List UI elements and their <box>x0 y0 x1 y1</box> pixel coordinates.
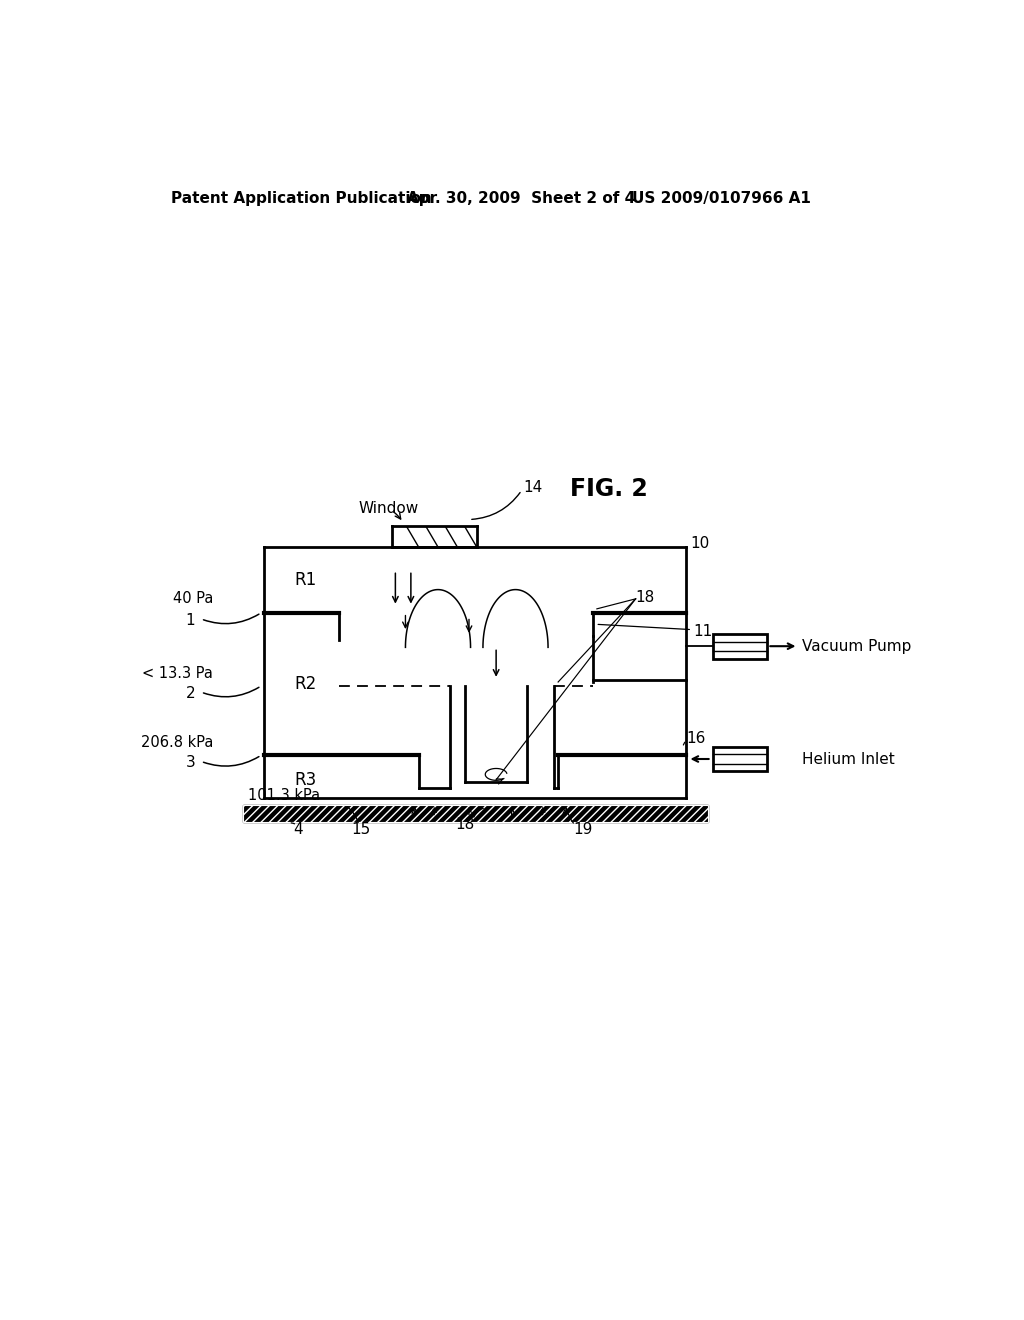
Text: 11: 11 <box>693 624 713 639</box>
Bar <box>243 805 708 822</box>
Text: 10: 10 <box>690 536 710 550</box>
Text: 14: 14 <box>523 479 543 495</box>
Text: 101.3 kPa: 101.3 kPa <box>248 788 321 804</box>
Text: 16: 16 <box>686 731 706 746</box>
Text: 206.8 kPa: 206.8 kPa <box>141 735 213 750</box>
Text: 15: 15 <box>351 822 370 837</box>
Bar <box>713 634 767 659</box>
Text: 40 Pa: 40 Pa <box>173 591 213 606</box>
Text: 2: 2 <box>185 686 196 701</box>
Text: Window: Window <box>359 502 419 516</box>
Bar <box>713 747 767 771</box>
Text: 4: 4 <box>294 822 303 837</box>
Text: R1: R1 <box>295 572 316 589</box>
Text: US 2009/0107966 A1: US 2009/0107966 A1 <box>632 191 811 206</box>
Text: 18: 18 <box>636 590 655 605</box>
Text: Helium Inlet: Helium Inlet <box>802 751 895 767</box>
Text: FIG. 2: FIG. 2 <box>569 478 647 502</box>
Text: < 13.3 Pa: < 13.3 Pa <box>142 667 213 681</box>
Text: Vacuum Pump: Vacuum Pump <box>802 639 911 653</box>
Text: R3: R3 <box>295 771 316 789</box>
Text: 3: 3 <box>185 755 196 771</box>
Text: 1: 1 <box>185 612 196 628</box>
Text: 18: 18 <box>456 817 475 832</box>
Bar <box>243 805 708 822</box>
Text: Apr. 30, 2009  Sheet 2 of 4: Apr. 30, 2009 Sheet 2 of 4 <box>407 191 635 206</box>
Text: Patent Application Publication: Patent Application Publication <box>171 191 431 206</box>
Text: R2: R2 <box>295 675 316 693</box>
Text: 19: 19 <box>573 822 593 837</box>
